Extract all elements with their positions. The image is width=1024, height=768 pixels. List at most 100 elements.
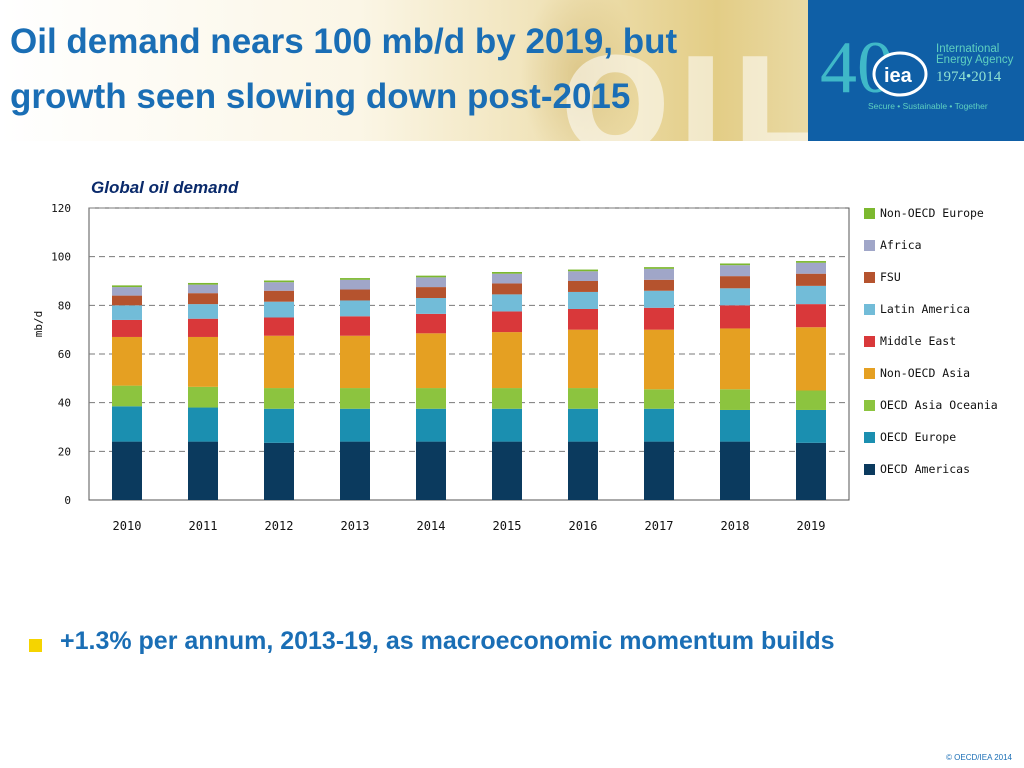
bullet-text: +1.3% per annum, 2013-19, as macroeconom…	[60, 627, 835, 655]
bar-segment	[568, 281, 598, 292]
x-tick-label: 2010	[113, 519, 142, 533]
x-tick-label: 2016	[569, 519, 598, 533]
copyright-notice: © OECD/IEA 2014	[946, 753, 1012, 762]
bar-segment	[188, 407, 218, 442]
y-tick-label: 20	[58, 445, 71, 458]
x-tick-label: 2017	[645, 519, 674, 533]
legend-swatch	[864, 368, 875, 379]
bar-segment	[720, 328, 750, 390]
bar-segment	[112, 287, 142, 296]
bar-segment	[340, 408, 370, 442]
bar-segment	[188, 284, 218, 294]
bar-segment	[416, 277, 446, 288]
bar-segment	[492, 273, 522, 284]
bar-segment	[188, 336, 218, 387]
bar-segment	[644, 329, 674, 390]
bar-segment	[492, 388, 522, 409]
bar-segment	[340, 335, 370, 389]
background-oil-word: OIL	[560, 30, 820, 141]
bar-segment	[416, 313, 446, 334]
bar-segment	[644, 279, 674, 291]
logo-org-name: International Energy Agency	[936, 43, 1013, 66]
bar-segment	[492, 271, 522, 274]
bar-segment	[568, 388, 598, 409]
bar-segment	[416, 275, 446, 278]
bar-segment	[416, 298, 446, 314]
bar-segment	[188, 304, 218, 319]
legend-label: Africa	[880, 238, 922, 252]
bar-segment	[264, 388, 294, 409]
bar-segment	[416, 441, 446, 500]
bar-segment	[264, 282, 294, 291]
bar-segment	[112, 406, 142, 442]
legend-label: OECD Americas	[880, 462, 970, 476]
bar-segment	[568, 308, 598, 330]
y-tick-label: 0	[64, 494, 71, 507]
legend-swatch	[864, 272, 875, 283]
slide-title: Oil demand nears 100 mb/d by 2019, but g…	[10, 14, 810, 124]
legend-label: Latin America	[880, 302, 970, 316]
legend-swatch	[864, 464, 875, 475]
legend-swatch	[864, 240, 875, 251]
bar-segment	[796, 273, 826, 286]
bar-segment	[644, 268, 674, 280]
legend-label: Middle East	[880, 334, 956, 348]
bar-segment	[340, 279, 370, 290]
bar-segment	[568, 329, 598, 389]
bar-segment	[720, 441, 750, 500]
bar-segment	[112, 441, 142, 500]
bar-segment	[264, 301, 294, 318]
bar-segment	[112, 319, 142, 337]
bar-segment	[492, 311, 522, 333]
slide-title-line-2: growth seen slowing down post-2015	[10, 77, 631, 116]
bar-segment	[112, 385, 142, 407]
bar-segment	[188, 386, 218, 408]
bar-segment	[796, 304, 826, 328]
chart-legend: Non-OECD Europe Africa FSU Latin America Mid…	[864, 206, 998, 476]
bar-segment	[720, 409, 750, 442]
x-tick-label: 2012	[265, 519, 294, 533]
bar-segment	[264, 335, 294, 389]
legend-label: OECD Asia Oceania	[880, 398, 998, 412]
logo-org-line-1: International	[936, 43, 1000, 55]
bar-segment	[644, 389, 674, 409]
bar-segment	[188, 318, 218, 337]
bar-segment	[796, 262, 826, 274]
bar-segment	[568, 269, 598, 272]
logo-tagline: Secure • Sustainable • Together	[868, 101, 988, 111]
bar-segment	[492, 408, 522, 442]
slide-title-line-1: Oil demand nears 100 mb/d by 2019, but	[10, 22, 678, 61]
x-tick-label: 2019	[797, 519, 826, 533]
bar-segment	[796, 327, 826, 391]
bar-segment	[644, 408, 674, 442]
chart-title: Global oil demand	[91, 178, 239, 197]
bar-segment	[264, 280, 294, 283]
bar-segment	[492, 332, 522, 389]
bar-segment	[796, 409, 826, 443]
x-tick-label: 2015	[493, 519, 522, 533]
iea-40-emblem-icon: 40 iea	[820, 27, 928, 109]
legend-label: OECD Europe	[880, 430, 956, 444]
bar-segment	[188, 282, 218, 285]
bar-segment	[188, 293, 218, 305]
bar-segment	[264, 408, 294, 443]
bar-segment	[492, 283, 522, 295]
bar-segment	[492, 294, 522, 312]
bullet-square-icon	[29, 639, 42, 652]
bar-segment	[416, 287, 446, 299]
bar-segment	[720, 265, 750, 277]
bar-segment	[796, 442, 826, 500]
y-tick-label: 60	[58, 348, 71, 361]
logo-years: 1974•2014	[936, 69, 1002, 85]
bar-segment	[264, 442, 294, 500]
y-tick-label: 80	[58, 299, 71, 312]
bar-segment	[568, 271, 598, 281]
bar-segment	[340, 441, 370, 500]
x-tick-label: 2014	[417, 519, 446, 533]
bar-segment	[644, 441, 674, 500]
stacked-bar-chart: 0 20 40 60 80 100 120 mb/d 2010 2011 2012 2013 2014 2…	[32, 202, 998, 533]
bar-segment	[112, 305, 142, 320]
bar-segment	[720, 305, 750, 329]
bar-segment	[112, 295, 142, 306]
bar-segment	[568, 291, 598, 309]
